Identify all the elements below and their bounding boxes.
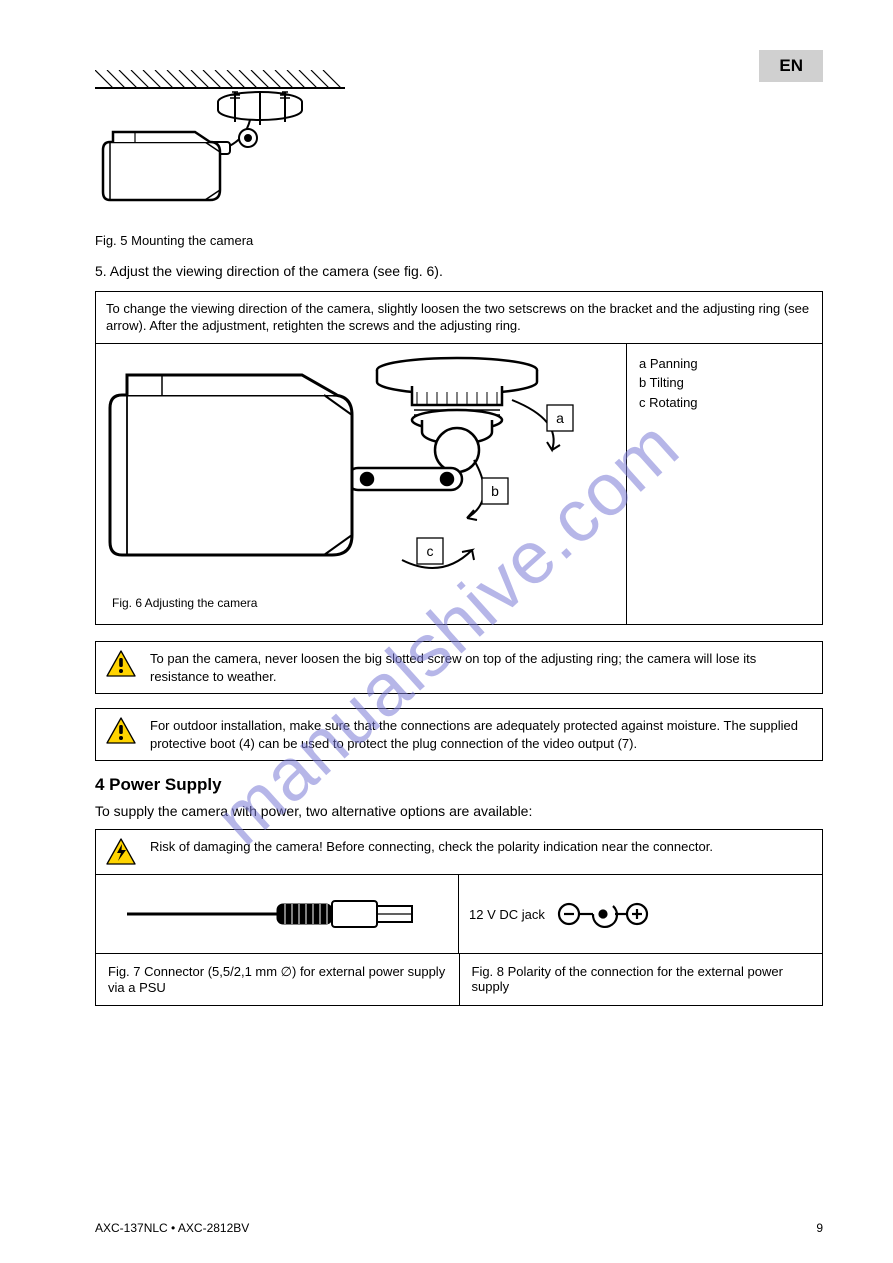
figure-6-box: To change the viewing direction of the c…	[95, 291, 823, 625]
section-4-title: 4 Power Supply	[95, 775, 823, 795]
step-5-text: 5. Adjust the viewing direction of the c…	[95, 262, 823, 281]
figure-7-caption: Fig. 7 Connector (5,5/2,1 mm ∅) for exte…	[96, 954, 460, 1005]
svg-text:a: a	[556, 410, 564, 426]
language-badge: EN	[759, 50, 823, 82]
footer-page-number: 9	[816, 1221, 823, 1235]
figure-5-caption: Fig. 5 Mounting the camera	[95, 233, 823, 248]
electric-hazard-icon	[96, 830, 146, 874]
psu-box: Risk of damaging the camera! Before conn…	[95, 829, 823, 1006]
svg-text:c: c	[427, 543, 434, 559]
svg-text:b: b	[491, 483, 499, 499]
figure-5-mount	[95, 70, 823, 225]
caution-icon	[96, 642, 146, 693]
warning-1-text: To pan the camera, never loosen the big …	[146, 642, 822, 693]
figure-6-header: To change the viewing direction of the c…	[96, 292, 822, 344]
caution-icon	[96, 709, 146, 760]
figure-6-image: a b c Fig. 6 Adjusting the camera	[96, 344, 627, 624]
legend-a: a Panning	[639, 354, 810, 374]
warning-2-text: For outdoor installation, make sure that…	[146, 709, 822, 760]
psu-warning-text: Risk of damaging the camera! Before conn…	[146, 830, 822, 874]
warning-box-2: For outdoor installation, make sure that…	[95, 708, 823, 761]
figure-6-caption: Fig. 6 Adjusting the camera	[102, 590, 620, 618]
footer-product: AXC-137NLC • AXC-2812BV	[95, 1221, 249, 1235]
figure-8-caption: Fig. 8 Polarity of the connection for th…	[460, 954, 823, 1005]
figure-6-legend: a Panning b Tilting c Rotating	[627, 344, 822, 624]
warning-box-1: To pan the camera, never loosen the big …	[95, 641, 823, 694]
section-4-intro: To supply the camera with power, two alt…	[95, 803, 823, 819]
legend-b: b Tilting	[639, 373, 810, 393]
psu-jack-label: 12 V DC jack	[469, 907, 545, 922]
figure-7-connector	[96, 875, 459, 953]
page-footer: AXC-137NLC • AXC-2812BV 9	[95, 1221, 823, 1235]
legend-c: c Rotating	[639, 393, 810, 413]
figure-8-polarity: 12 V DC jack	[459, 875, 822, 953]
